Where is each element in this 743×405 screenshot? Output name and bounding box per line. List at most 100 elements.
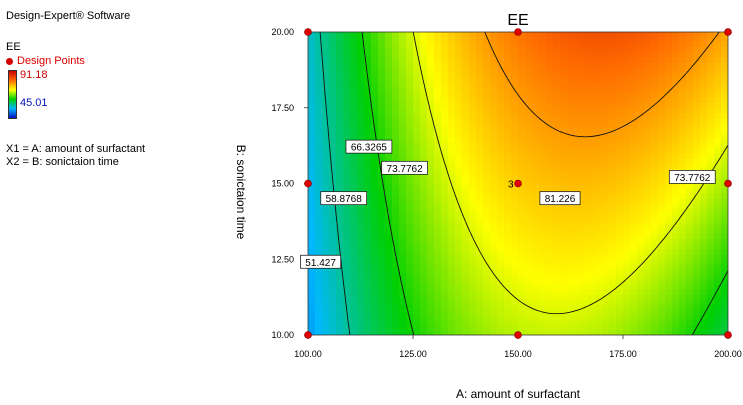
heat-cell bbox=[462, 289, 470, 296]
heat-cell bbox=[469, 304, 477, 311]
heat-cell bbox=[420, 87, 428, 94]
heat-cell bbox=[357, 62, 365, 68]
heat-cell bbox=[679, 269, 687, 275]
heat-cell bbox=[427, 127, 435, 134]
heat-cell bbox=[581, 208, 589, 215]
heat-cell bbox=[567, 249, 575, 255]
heat-cell bbox=[525, 239, 533, 245]
heat-cell bbox=[693, 127, 701, 134]
heat-cell bbox=[455, 52, 463, 58]
heat-cell bbox=[420, 259, 428, 265]
heat-cell bbox=[714, 122, 722, 129]
heat-cell bbox=[441, 77, 449, 84]
heat-cell bbox=[420, 67, 428, 73]
heat-cell bbox=[539, 289, 547, 296]
heat-cell bbox=[714, 254, 722, 260]
heat-cell bbox=[658, 284, 666, 291]
heat-cell bbox=[672, 107, 680, 114]
heat-cell bbox=[553, 133, 561, 139]
heat-cell bbox=[574, 274, 582, 281]
heat-cell bbox=[644, 294, 652, 301]
heat-cell bbox=[504, 92, 512, 99]
heat-cell bbox=[567, 269, 575, 275]
heat-cell bbox=[378, 279, 386, 286]
heat-cell bbox=[637, 259, 645, 265]
heat-cell bbox=[441, 153, 449, 159]
heat-cell bbox=[616, 198, 624, 205]
heat-cell bbox=[602, 143, 610, 149]
heat-cell bbox=[476, 173, 484, 180]
heat-cell bbox=[483, 299, 491, 306]
heat-cell bbox=[315, 62, 323, 68]
heat-cell bbox=[539, 314, 547, 321]
heat-cell bbox=[630, 309, 638, 316]
heat-cell bbox=[693, 92, 701, 99]
heat-cell bbox=[616, 153, 624, 159]
heat-cell bbox=[441, 254, 449, 260]
heat-cell bbox=[630, 289, 638, 296]
heat-cell bbox=[567, 102, 575, 109]
heat-cell bbox=[693, 244, 701, 250]
heat-cell bbox=[357, 117, 365, 124]
heat-cell bbox=[560, 138, 568, 144]
heat-cell bbox=[441, 279, 449, 286]
heat-cell bbox=[434, 42, 442, 48]
heat-cell bbox=[434, 319, 442, 326]
heat-cell bbox=[315, 32, 323, 38]
heat-cell bbox=[672, 148, 680, 154]
heat-cell bbox=[322, 112, 330, 119]
heat-cell bbox=[434, 324, 442, 331]
heat-cell bbox=[504, 193, 512, 200]
heat-cell bbox=[315, 52, 323, 58]
heat-cell bbox=[308, 304, 316, 311]
heat-cell bbox=[693, 148, 701, 154]
heat-cell bbox=[609, 168, 617, 174]
heat-cell bbox=[504, 47, 512, 53]
heat-cell bbox=[315, 72, 323, 79]
heat-cell bbox=[497, 97, 505, 104]
heat-cell bbox=[378, 299, 386, 306]
heat-cell bbox=[329, 77, 337, 84]
heat-cell bbox=[532, 97, 540, 104]
heat-cell bbox=[707, 188, 715, 195]
heat-cell bbox=[371, 163, 379, 169]
heat-cell bbox=[448, 193, 456, 200]
heat-cell bbox=[616, 72, 624, 79]
heat-cell bbox=[357, 178, 365, 185]
heat-cell bbox=[448, 112, 456, 119]
heat-cell bbox=[371, 178, 379, 185]
heat-cell bbox=[525, 274, 533, 281]
heat-cell bbox=[448, 133, 456, 139]
heat-cell bbox=[637, 239, 645, 245]
heat-cell bbox=[483, 284, 491, 291]
heat-cell bbox=[658, 133, 666, 139]
heat-cell bbox=[721, 188, 728, 195]
heat-cell bbox=[623, 274, 631, 281]
heat-cell bbox=[385, 183, 393, 190]
heat-cell bbox=[490, 324, 498, 331]
heat-cell bbox=[560, 168, 568, 174]
heat-cell bbox=[679, 77, 687, 84]
heat-cell bbox=[679, 127, 687, 134]
heat-cell bbox=[315, 87, 323, 94]
heat-cell bbox=[462, 213, 470, 220]
heat-cell bbox=[525, 117, 533, 124]
heat-cell bbox=[504, 203, 512, 210]
heat-cell bbox=[322, 133, 330, 139]
heat-cell bbox=[644, 42, 652, 48]
contour-label: 81.226 bbox=[545, 194, 576, 205]
heat-cell bbox=[406, 249, 414, 255]
heat-cell bbox=[651, 77, 659, 84]
heat-cell bbox=[532, 153, 540, 159]
heat-cell bbox=[462, 117, 470, 124]
heat-cell bbox=[336, 133, 344, 139]
heat-cell bbox=[567, 133, 575, 139]
heat-cell bbox=[525, 264, 533, 270]
heat-cell bbox=[595, 143, 603, 149]
heat-cell bbox=[658, 62, 666, 68]
heat-cell bbox=[602, 173, 610, 180]
heat-cell bbox=[497, 107, 505, 114]
heat-cell bbox=[434, 67, 442, 73]
heat-cell bbox=[623, 168, 631, 174]
heat-cell bbox=[490, 234, 498, 240]
